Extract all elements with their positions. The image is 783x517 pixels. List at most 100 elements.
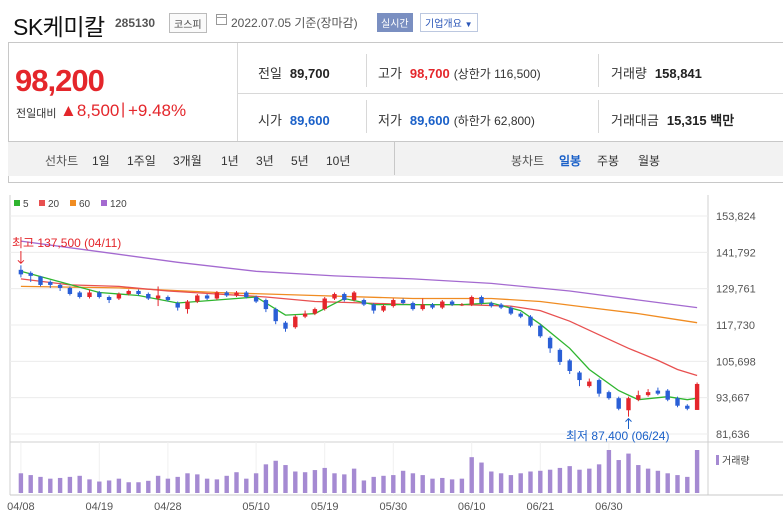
tab-weekly[interactable]: 주봉 bbox=[597, 154, 620, 168]
current-price: 98,200 bbox=[15, 63, 105, 98]
candle-body bbox=[665, 390, 670, 400]
volume-bar bbox=[106, 480, 112, 493]
candle-body bbox=[67, 287, 73, 294]
candle-body bbox=[587, 381, 592, 387]
candle-body bbox=[155, 295, 161, 299]
candle-body bbox=[332, 293, 337, 299]
candle-body bbox=[204, 295, 210, 299]
x-tick-label: 04/08 bbox=[7, 501, 35, 513]
y-tick-label: 117,730 bbox=[716, 320, 755, 332]
tab-period-3y[interactable]: 3년 bbox=[256, 154, 274, 168]
volume-bar bbox=[263, 464, 269, 493]
lower-limit: (하한가 62,800) bbox=[453, 114, 535, 128]
volume-bar bbox=[469, 457, 474, 493]
volume-bar bbox=[253, 473, 259, 493]
y-tick-label: 105,698 bbox=[716, 356, 756, 368]
volume-bar bbox=[508, 475, 514, 493]
candle-body bbox=[18, 269, 24, 275]
volume-bar bbox=[283, 465, 288, 493]
volume-bar bbox=[116, 478, 122, 493]
volume: 거래량 158,841 bbox=[611, 63, 702, 82]
amount-unit: 백만 bbox=[710, 113, 735, 128]
legend-label: 60 bbox=[79, 199, 91, 210]
change-separator: | bbox=[121, 101, 126, 118]
volume-bar bbox=[195, 474, 200, 493]
candle-body bbox=[391, 300, 396, 307]
low-price: 저가 89,600 (하한가 62,800) bbox=[378, 110, 535, 129]
candle-body bbox=[410, 303, 416, 310]
volume-bar bbox=[67, 476, 73, 493]
tab-period-1d[interactable]: 1일 bbox=[92, 154, 110, 168]
tab-daily[interactable]: 일봉 bbox=[559, 154, 582, 168]
candle-body bbox=[518, 313, 523, 317]
chevron-down-icon: ▼ bbox=[464, 20, 473, 29]
realtime-button[interactable]: 실시간 bbox=[377, 13, 413, 32]
volume-bar bbox=[18, 473, 24, 493]
price-change-value: 8,500 bbox=[76, 101, 120, 120]
tab-period-1y[interactable]: 1년 bbox=[221, 154, 239, 168]
volume-bar bbox=[381, 475, 386, 493]
candle-body bbox=[106, 297, 112, 301]
company-info-label: 기업개요 bbox=[425, 19, 462, 30]
tab-line-chart[interactable]: 선차트 bbox=[45, 154, 79, 168]
y-tick-label: 129,761 bbox=[716, 284, 756, 296]
tab-period-3m[interactable]: 3개월 bbox=[173, 154, 202, 168]
low-label: 저가 bbox=[378, 113, 402, 128]
volume-bar bbox=[430, 478, 435, 493]
volume-bar bbox=[665, 473, 670, 493]
volume-bar bbox=[361, 480, 367, 493]
candle-body bbox=[655, 390, 661, 394]
volume-bar bbox=[273, 460, 278, 493]
volume-bar bbox=[685, 476, 690, 493]
candle-body bbox=[498, 304, 504, 308]
candle-body bbox=[361, 300, 367, 305]
legend-swatch bbox=[70, 200, 76, 206]
trade-amount: 거래대금 15,315 백만 bbox=[611, 110, 734, 129]
divider bbox=[598, 54, 599, 87]
divider bbox=[598, 100, 599, 133]
candle-body bbox=[322, 298, 327, 310]
x-tick-label: 06/21 bbox=[527, 501, 555, 513]
volume-bar bbox=[420, 475, 425, 493]
volume-bar bbox=[645, 468, 651, 493]
max-arrow-icon bbox=[17, 251, 25, 265]
tab-period-1w[interactable]: 1주일 bbox=[127, 154, 156, 168]
volume-bar bbox=[175, 476, 180, 493]
candle-body bbox=[28, 272, 33, 276]
stock-header: SK케미칼 285130 코스피 2022.07.05 기준(장마감) 실시간 … bbox=[0, 0, 783, 42]
volume-bar bbox=[244, 478, 249, 493]
high-price: 고가 98,700 (상한가 116,500) bbox=[378, 63, 541, 82]
prev-close-label: 전일 bbox=[258, 66, 282, 81]
volume-bar bbox=[48, 478, 53, 493]
stock-chart[interactable]: 153,824 141,792 129,761 117,730 105,698 93,66… bbox=[0, 185, 783, 517]
candle-body bbox=[479, 297, 484, 304]
volume-bar bbox=[185, 473, 190, 493]
company-info-dropdown[interactable]: 기업개요 ▼ bbox=[420, 13, 478, 32]
open-label: 시가 bbox=[258, 113, 282, 128]
volume-bar bbox=[97, 481, 102, 493]
low-value: 89,600 bbox=[409, 113, 450, 128]
chart-tabs: 선차트 1일 1주일 3개월 1년 3년 5년 10년 봉차트 일봉 주봉 월봉 bbox=[8, 141, 783, 176]
calendar-icon bbox=[216, 14, 227, 25]
max-price-label: 최고 137,500 (04/11) bbox=[12, 236, 121, 250]
volume-bar bbox=[547, 469, 553, 493]
candle-body bbox=[185, 301, 190, 310]
tab-period-5y[interactable]: 5년 bbox=[291, 154, 309, 168]
y-tick-label: 141,792 bbox=[716, 247, 756, 259]
tab-monthly[interactable]: 월봉 bbox=[638, 154, 661, 168]
volume-bar bbox=[528, 471, 533, 493]
candle-body bbox=[312, 309, 318, 314]
volume-bar bbox=[136, 482, 141, 493]
volume-bar bbox=[155, 475, 161, 493]
quote-panel bbox=[8, 42, 783, 183]
amount-label: 거래대금 bbox=[611, 113, 659, 128]
volume-bar bbox=[498, 473, 504, 493]
candle-body bbox=[146, 293, 151, 299]
tab-candle-chart[interactable]: 봉차트 bbox=[511, 154, 545, 168]
candle-body bbox=[626, 398, 631, 411]
candle-body bbox=[302, 313, 308, 317]
y-tick-label: 153,824 bbox=[716, 211, 756, 223]
tab-period-10y[interactable]: 10년 bbox=[326, 154, 351, 168]
volume-bar bbox=[302, 472, 308, 493]
volume-bar bbox=[234, 472, 239, 493]
